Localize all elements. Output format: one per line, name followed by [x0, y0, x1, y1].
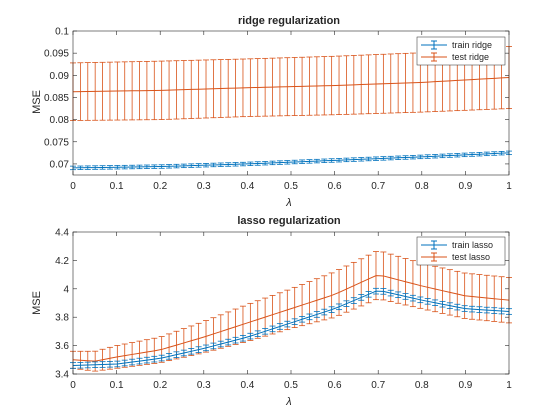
lasso-xlabel: λ	[285, 396, 291, 408]
ridge-xlabel: λ	[285, 197, 291, 209]
ridge-ytick-label: 0.1	[55, 27, 69, 38]
lasso-ylabel: MSE	[31, 291, 43, 315]
ridge-legend: train ridge test ridge	[416, 36, 506, 66]
lasso-xtick-label: 0.6	[328, 380, 342, 391]
lasso-xtick-label: 0.7	[371, 380, 385, 391]
ridge-ytick-label: 0.09	[50, 71, 70, 82]
lasso-legend-test-label: test lasso	[452, 252, 490, 262]
ridge-ytick-label: 0.08	[50, 115, 70, 126]
lasso-ytick-label: 3.8	[55, 313, 69, 324]
ridge-title: ridge regularization	[238, 15, 340, 27]
ridge-xtick-label: 0.8	[415, 181, 429, 192]
train-ridge-line	[72, 152, 510, 169]
lasso-legend-test-swatch	[421, 252, 447, 262]
test-ridge-line	[72, 77, 510, 93]
lasso-subplot: lasso regularization MSE λ 0 0.1 0.2 0.3 0.4…	[31, 215, 512, 408]
test-lasso-series	[70, 251, 512, 372]
ridge-ytick-label: 0.075	[44, 137, 69, 148]
lasso-title: lasso regularization	[237, 215, 341, 227]
lasso-xtick-label: 0.4	[240, 380, 254, 391]
ridge-legend-test-label: test ridge	[452, 52, 489, 62]
ridge-ticks-layer: 0 0.1 0.2 0.3 0.4 0.5 0.6 0.7 0.8 0.9 1 0.07 0.075 0.…	[44, 27, 512, 193]
lasso-xtick-label: 0.3	[197, 380, 211, 391]
ridge-ylabel: MSE	[31, 90, 43, 114]
lasso-ytick-label: 3.4	[55, 370, 69, 381]
lasso-xtick-label: 0.5	[284, 380, 298, 391]
lasso-ytick-label: 4.2	[55, 256, 69, 267]
ridge-xtick-label: 0.6	[328, 181, 342, 192]
lasso-legend-box	[416, 236, 506, 266]
ridge-xtick-label: 0.5	[284, 181, 298, 192]
lasso-ticks-layer: 0 0.1 0.2 0.3 0.4 0.5 0.6 0.7 0.8 0.9 1 3.4 3.6 3.8 4 4…	[55, 228, 512, 392]
lasso-ytick-label: 4.4	[55, 228, 69, 239]
ridge-subplot: ridge regularization MSE λ 0 0.1 0.2 0.3 0.4…	[31, 15, 512, 209]
ridge-ytick-label: 0.085	[44, 93, 69, 104]
ridge-legend-train-swatch	[421, 40, 447, 50]
train-lasso-series	[70, 287, 512, 369]
ridge-ytick-label: 0.095	[44, 49, 69, 60]
ridge-xtick-label: 0.1	[110, 181, 124, 192]
ridge-xtick-label: 1	[506, 181, 512, 192]
ridge-xtick-label: 0.9	[458, 181, 472, 192]
ridge-ytick-label: 0.07	[50, 159, 70, 170]
lasso-legend-train-label: train lasso	[452, 240, 493, 250]
test-lasso-line	[72, 275, 510, 362]
lasso-xtick-label: 0.9	[458, 380, 472, 391]
lasso-xtick-label: 0	[70, 380, 76, 391]
lasso-xtick-label: 0.1	[110, 380, 124, 391]
train-lasso-line	[72, 290, 510, 366]
ridge-xtick-label: 0.2	[153, 181, 167, 192]
lasso-legend: train lasso test lasso	[416, 236, 506, 266]
lasso-xtick-label: 0.2	[153, 380, 167, 391]
ridge-xtick-label: 0.4	[240, 181, 254, 192]
lasso-ytick-label: 4	[63, 284, 69, 295]
ridge-xtick-label: 0.7	[371, 181, 385, 192]
lasso-series-layer	[70, 251, 512, 372]
lasso-legend-train-swatch	[421, 240, 447, 250]
ridge-legend-train-label: train ridge	[452, 40, 492, 50]
ridge-legend-box	[416, 36, 506, 66]
train-ridge-series	[70, 150, 512, 171]
lasso-xtick-label: 1	[506, 380, 512, 391]
ridge-legend-test-swatch	[421, 52, 447, 62]
lasso-ytick-label: 3.6	[55, 341, 69, 352]
ridge-xtick-label: 0.3	[197, 181, 211, 192]
ridge-xtick-label: 0	[70, 181, 76, 192]
lasso-xtick-label: 0.8	[415, 380, 429, 391]
